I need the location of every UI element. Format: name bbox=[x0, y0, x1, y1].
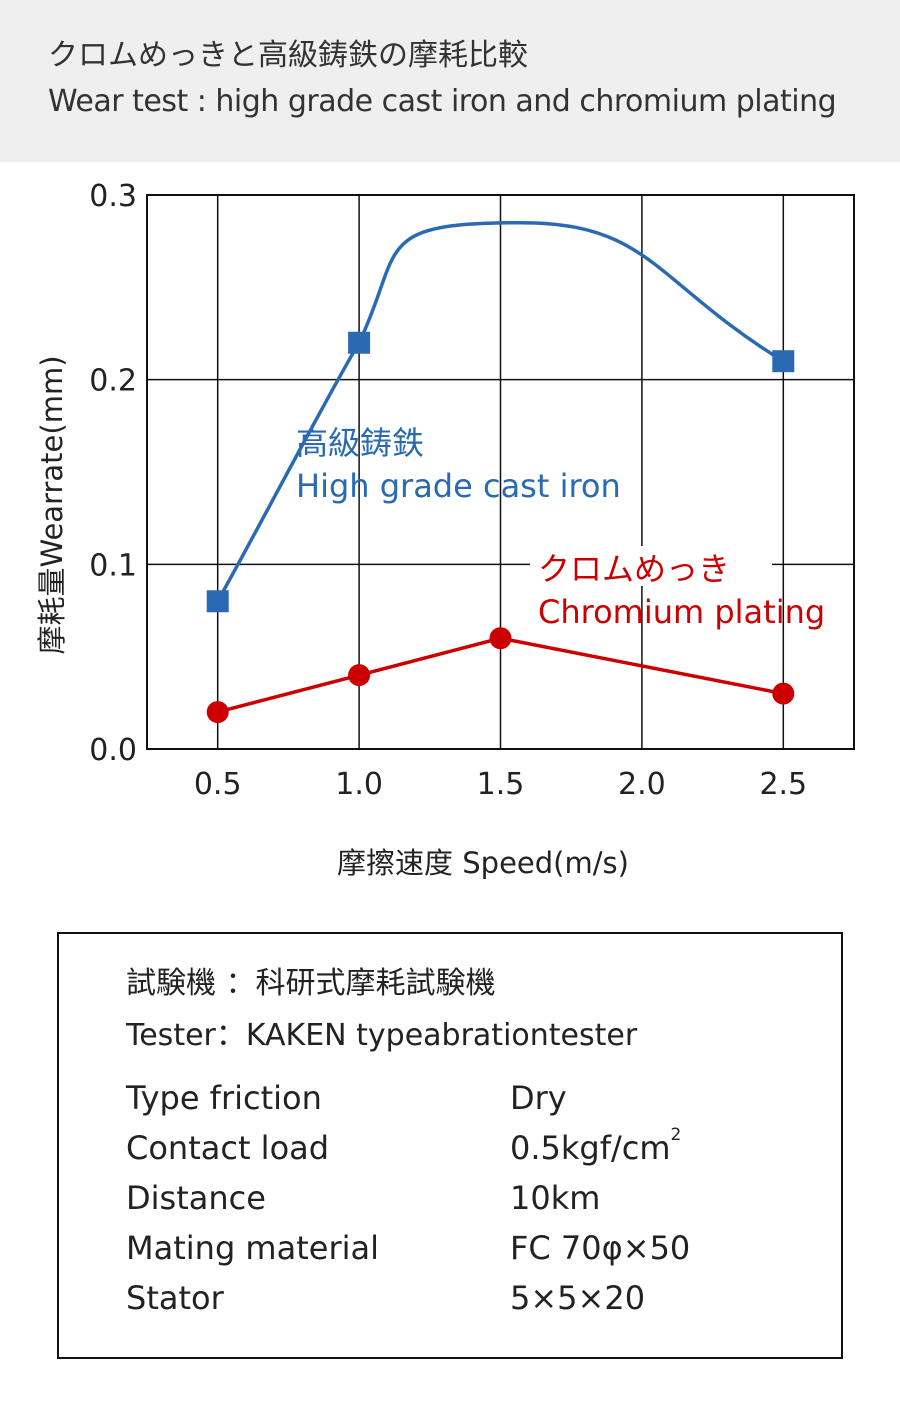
series-label-jp-chromium: クロムめっき bbox=[538, 550, 730, 588]
series-line-chromium bbox=[217, 636, 784, 714]
spec-label: Type friction bbox=[126, 1079, 322, 1117]
marker-cast-iron bbox=[206, 590, 229, 613]
spec-value: 0.5kgf/cm bbox=[510, 1129, 671, 1167]
series-label-jp-cast-iron: 高級鋳鉄 bbox=[296, 424, 424, 462]
series-labels: 高級鋳鉄 High grade cast iron クロムめっき Chromium p… bbox=[296, 424, 825, 631]
marker-chromium bbox=[206, 701, 229, 724]
x-tick-label: 1.0 bbox=[335, 767, 383, 802]
spec-label: Contact load bbox=[126, 1129, 330, 1167]
spec-label: Distance bbox=[126, 1179, 266, 1217]
marker-cast-iron bbox=[772, 350, 795, 373]
header-band: クロムめっきと高級鋳鉄の摩耗比較 Wear test : high grade … bbox=[0, 0, 900, 162]
marker-chromium bbox=[489, 627, 512, 650]
series-label-chromium: Chromium plating bbox=[538, 593, 825, 631]
series-label-cast-iron: High grade cast iron bbox=[296, 467, 621, 505]
spec-label: Stator bbox=[126, 1279, 224, 1317]
y-tick-label: 0.1 bbox=[89, 548, 137, 583]
spec-value: 10km bbox=[510, 1179, 601, 1217]
spec-value: 5×5×20 bbox=[510, 1279, 646, 1317]
title-en: Wear test : high grade cast iron and chr… bbox=[48, 84, 837, 119]
series-layer bbox=[206, 220, 795, 724]
spec-value: Dry bbox=[510, 1079, 567, 1117]
spec-superscript: 2 bbox=[670, 1125, 682, 1145]
tester-en: Tester：KAKEN typeabrationtester bbox=[126, 1018, 638, 1053]
wear-chart: 0.5 1.0 1.5 2.0 2.5 0.0 0.1 0.2 0.3 高級鋳鉄 High gra… bbox=[89, 179, 855, 802]
x-tick-label: 0.5 bbox=[194, 767, 242, 802]
label-backdrop bbox=[530, 546, 772, 586]
spec-value-wrap: 0.5kgf/cm2 bbox=[510, 1125, 681, 1167]
x-tick-label: 1.5 bbox=[477, 767, 525, 802]
tick-labels: 0.5 1.0 1.5 2.0 2.5 0.0 0.1 0.2 0.3 bbox=[89, 179, 807, 802]
marker-chromium bbox=[348, 664, 371, 687]
marker-chromium bbox=[772, 682, 795, 705]
tester-jp: 試験機 ：科研式摩耗試験機 bbox=[126, 966, 496, 1001]
chart-grid bbox=[146, 194, 855, 750]
y-tick-label: 0.2 bbox=[89, 364, 137, 399]
spec-label: Mating material bbox=[126, 1229, 379, 1267]
x-tick-label: 2.5 bbox=[759, 767, 807, 802]
y-tick-label: 0.0 bbox=[89, 733, 137, 768]
spec-value: FC 70φ×50 bbox=[510, 1229, 691, 1267]
y-axis-label-wrap: 摩耗量Wearrate(mm) bbox=[27, 310, 73, 700]
series-line-cast-iron bbox=[216, 220, 785, 603]
test-conditions-box: 試験機 ：科研式摩耗試験機 Tester：KAKEN typeabrationt… bbox=[57, 932, 843, 1359]
title-jp: クロムめっきと高級鋳鉄の摩耗比較 bbox=[48, 38, 528, 73]
y-axis-label: 摩耗量Wearrate(mm) bbox=[35, 355, 69, 655]
x-axis-label: 摩擦速度 Speed(m/s) bbox=[337, 846, 629, 880]
marker-cast-iron bbox=[348, 331, 371, 354]
y-tick-label: 0.3 bbox=[89, 179, 137, 214]
x-tick-label: 2.0 bbox=[618, 767, 666, 802]
